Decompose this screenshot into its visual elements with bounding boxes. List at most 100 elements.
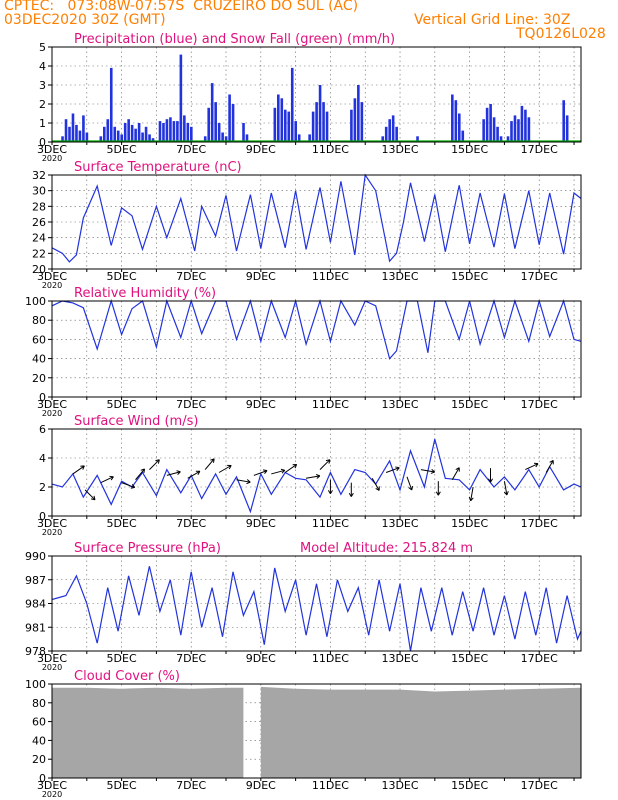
precip-bar (457, 113, 461, 142)
wind-vector-head (325, 459, 331, 462)
wind-vector (503, 481, 508, 496)
x-tick-label: 7DEC (176, 270, 206, 283)
precip-bar (120, 134, 124, 142)
precip-bar (381, 136, 385, 142)
wind-vector (166, 471, 181, 476)
precip-bar (68, 126, 71, 142)
wind-vector (305, 475, 320, 479)
x-tick-label: 5DEC (107, 143, 137, 156)
wind-vector (319, 459, 331, 470)
precip-bar (273, 107, 277, 142)
y-tick-label: 990 (25, 550, 46, 563)
x-tick-label: 5DEC (107, 398, 137, 411)
wind-vector-head (157, 459, 160, 464)
x-tick-label: 9DEC (246, 398, 276, 411)
x-tick-label: 7DEC (176, 143, 206, 156)
wind-vector (204, 458, 215, 470)
wind-vector-head (348, 492, 352, 497)
panel-frame (51, 428, 582, 517)
wind-vector-head (140, 468, 145, 471)
precip-bar (353, 98, 357, 142)
precip-bar (485, 107, 489, 142)
precip-bar (391, 115, 395, 142)
wind-vector-head (264, 470, 268, 475)
precip-bar (61, 136, 64, 142)
precip-bar (207, 107, 211, 142)
x-tick-label: 7DEC (176, 398, 206, 411)
wind-vector (149, 459, 160, 470)
wind-vector-head (294, 464, 298, 469)
precip-bar (482, 119, 485, 142)
panel-title: Relative Humidity (%) (74, 286, 216, 301)
y-tick-label: 4 (39, 452, 46, 465)
y-tick-label: 978 (25, 645, 46, 658)
wind-vector (271, 469, 285, 475)
x-tick-label: 7DEC (176, 517, 206, 530)
precip-bar (499, 136, 503, 142)
precip-bar (280, 98, 284, 142)
header-grid-note: Vertical Grid Line: 30Z (414, 12, 571, 28)
precip-bar (496, 126, 499, 142)
wind-vector (253, 470, 268, 476)
precip-bar (357, 85, 360, 142)
panel-title: Surface Wind (m/s) (74, 414, 198, 429)
precip-bar (492, 117, 496, 142)
x-tick-label: 13DEC (381, 143, 418, 156)
wind-vector-head (197, 471, 201, 476)
y-tick-label: 2 (39, 98, 46, 111)
precip-bar (183, 115, 186, 142)
precip-bar (231, 104, 235, 142)
y-tick-label: 6 (39, 423, 46, 436)
precip-bar (217, 123, 221, 142)
y-tick-label: 32 (32, 169, 46, 182)
panel-subtitle: Model Altitude: 215.824 m (300, 541, 473, 556)
x-tick-label: 11DEC (312, 779, 349, 792)
wind-vector (187, 470, 201, 479)
wind-vector-head (328, 459, 331, 464)
precip-bar (517, 119, 520, 142)
panel-frame (51, 46, 582, 143)
precip-bar (325, 111, 329, 142)
wind-vector-head (411, 485, 414, 491)
x-tick-label: 3DEC (37, 652, 67, 665)
wind-vector-head (503, 491, 508, 496)
x-year-label: 2020 (42, 154, 62, 163)
y-tick-label: 22 (32, 247, 46, 260)
x-tick-label: 11DEC (312, 517, 349, 530)
precip-bar (151, 138, 155, 142)
x-tick-label: 9DEC (246, 517, 276, 530)
panel-title: Surface Pressure (hPa) (74, 541, 221, 556)
wind-vector-head (470, 497, 474, 502)
panel-frame (51, 300, 582, 398)
precip-bar (315, 102, 318, 142)
x-tick-label: 15DEC (451, 270, 488, 283)
wind-vector-head (488, 478, 491, 483)
precip-bar (506, 136, 510, 142)
precip-bar (489, 104, 492, 142)
precip-bar (109, 67, 113, 142)
x-tick-label: 17DEC (521, 779, 558, 792)
wind-vector-head (437, 491, 441, 496)
precip-bar (245, 134, 249, 142)
precip-bar (141, 132, 144, 142)
wind-vector-head (176, 470, 181, 473)
x-tick-label: 17DEC (521, 398, 558, 411)
series-line (51, 566, 582, 652)
y-tick-label: 0 (39, 391, 46, 404)
x-tick-label: 9DEC (246, 143, 276, 156)
y-tick-label: 0 (39, 772, 46, 785)
x-tick-label: 17DEC (521, 143, 558, 156)
precip-bar (242, 123, 245, 142)
y-tick-label: 20 (32, 372, 46, 385)
panel-title: Surface Temperature (nC) (74, 160, 242, 175)
x-tick-label: 3DEC (37, 143, 67, 156)
x-year-label: 2020 (42, 663, 62, 672)
x-tick-label: 11DEC (312, 398, 349, 411)
precip-bar (565, 115, 569, 142)
wind-vector (121, 482, 135, 488)
x-tick-label: 15DEC (451, 779, 488, 792)
wind-vector-head (490, 478, 494, 483)
header-model-id: TQ0126L028 (516, 26, 606, 42)
y-tick-label: 984 (25, 598, 46, 611)
